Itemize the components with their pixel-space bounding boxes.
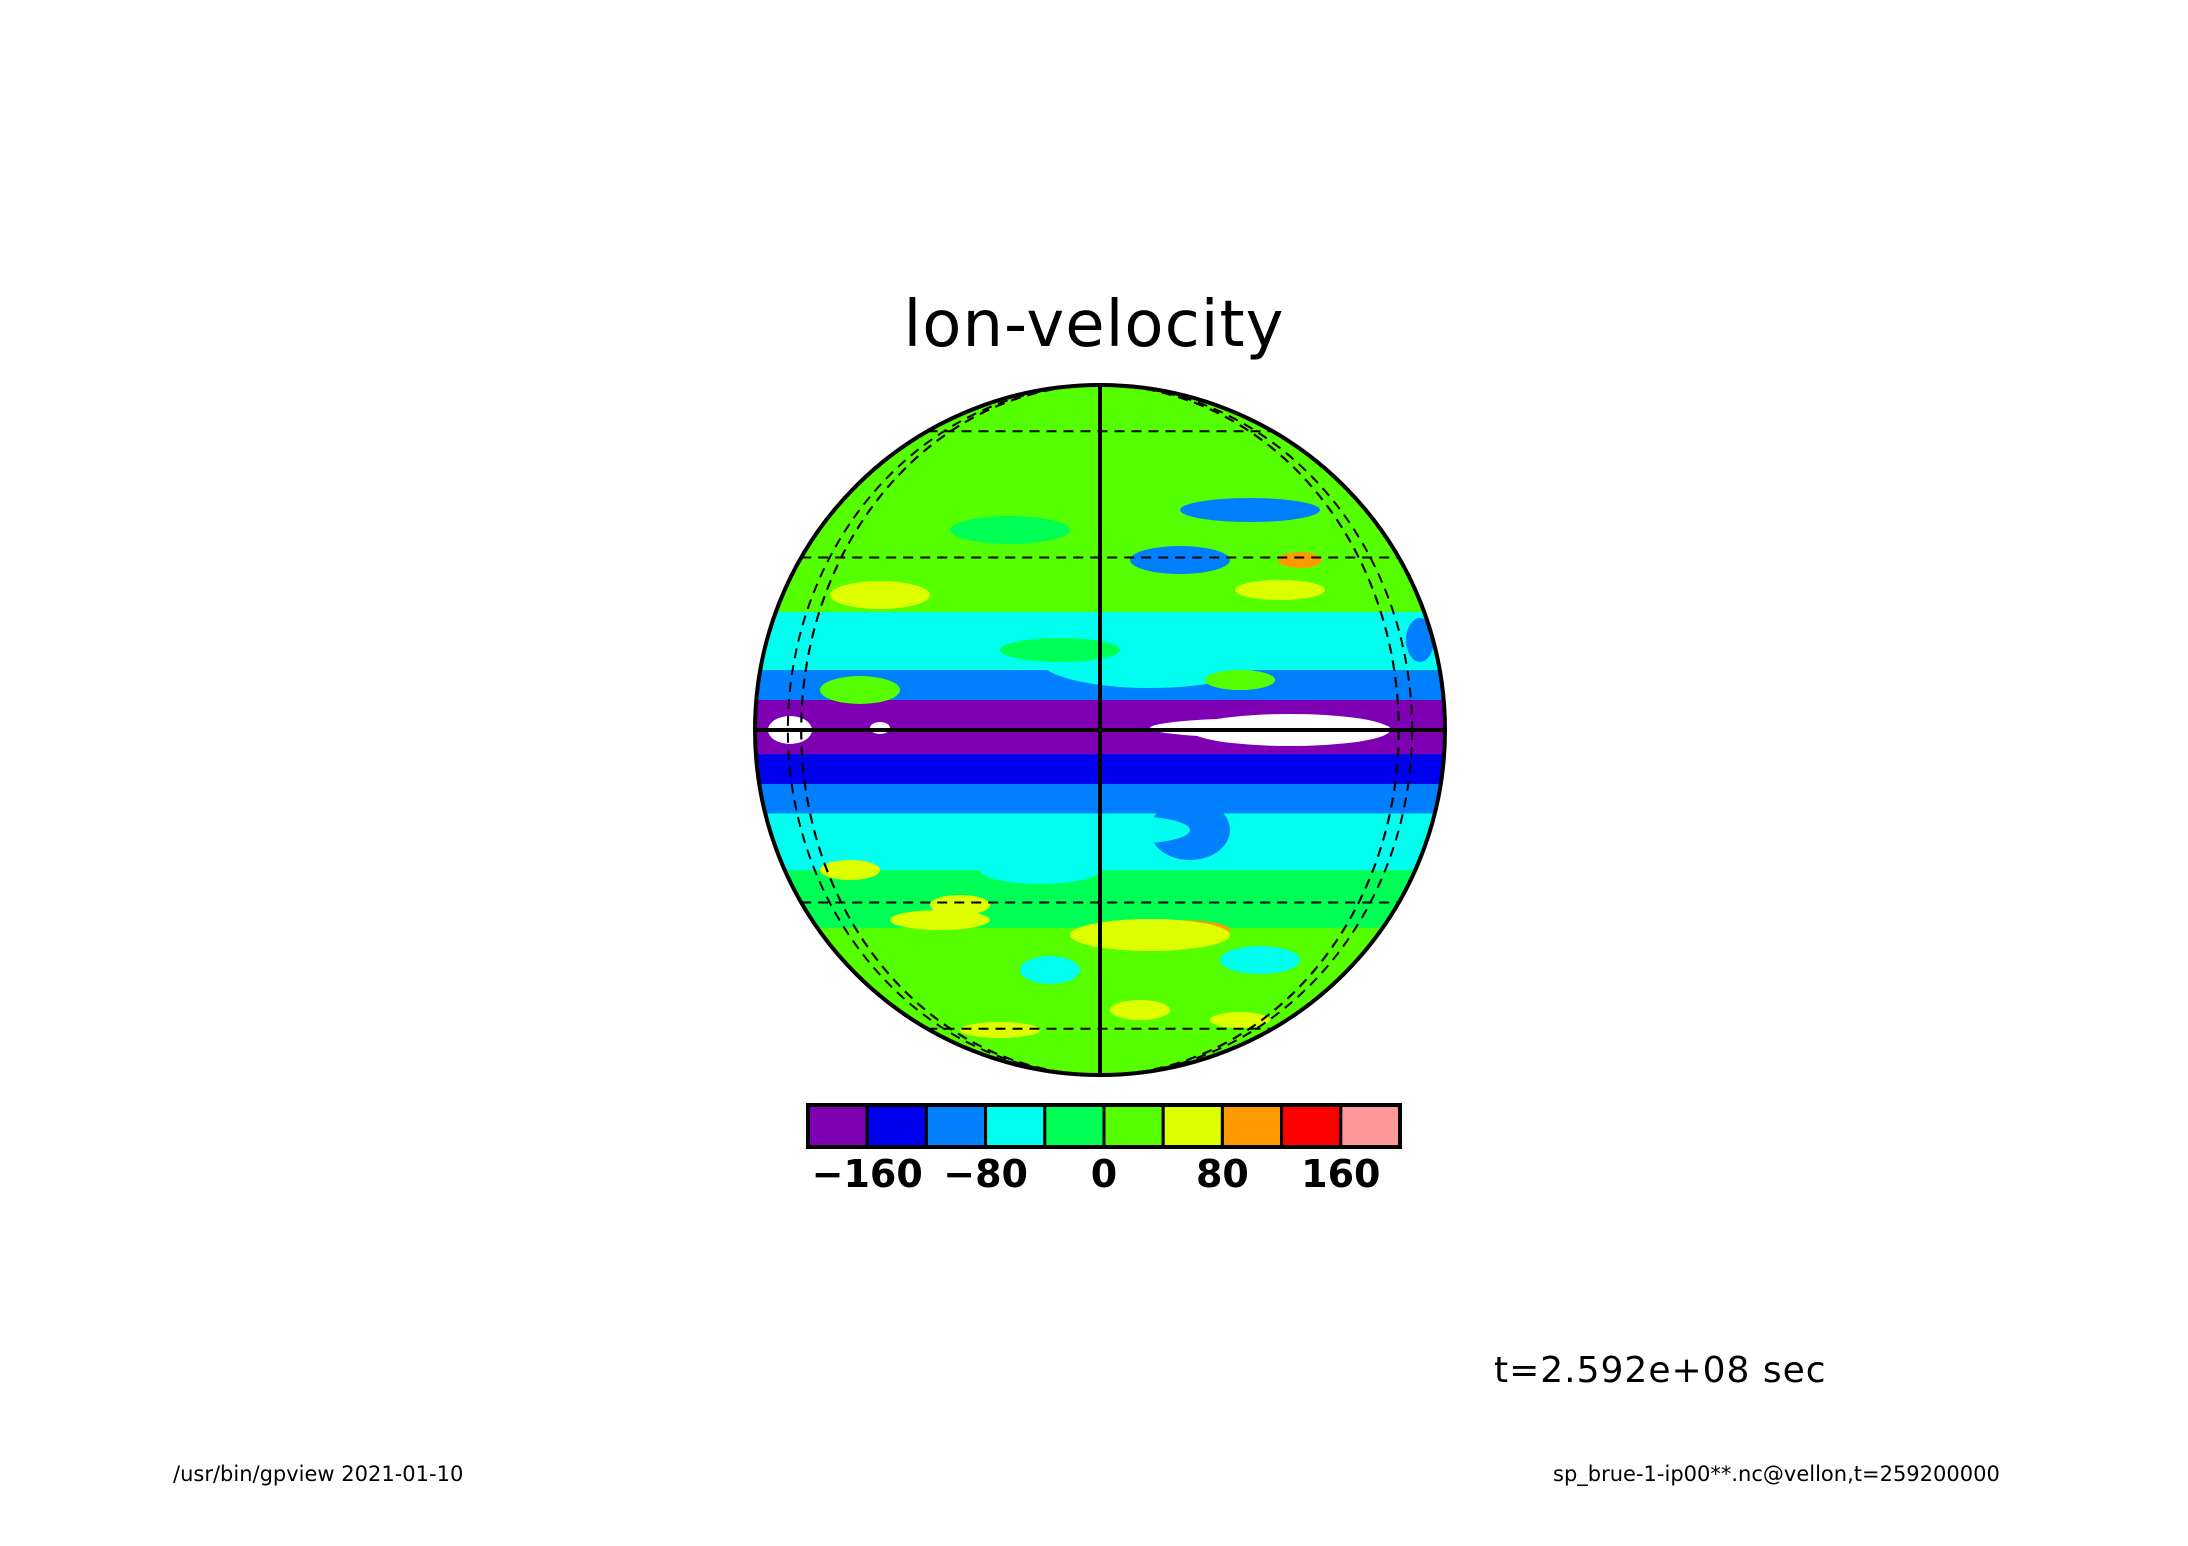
velocity-feature-1: [1180, 498, 1320, 522]
colorbar-cell-8: [1280, 1103, 1343, 1149]
velocity-features: [768, 498, 1434, 1038]
velocity-feature-10: [820, 676, 900, 704]
colorbar-cell-1: [865, 1103, 928, 1149]
colorbar-cell-5: [1102, 1103, 1165, 1149]
colorbar-cell-6: [1161, 1103, 1224, 1149]
velocity-feature-27: [960, 1022, 1040, 1038]
colorbar-tick-label: −160: [811, 1152, 923, 1196]
colorbar: [806, 1103, 1402, 1149]
footer-right: sp_brue-1-ip00**.nc@vellon,t=259200000: [1553, 1462, 2000, 1486]
velocity-feature-4: [1235, 580, 1325, 600]
chart-title: lon-velocity: [903, 288, 1285, 362]
velocity-feature-17: [1070, 816, 1190, 844]
globe: [755, 385, 1445, 1075]
graticule: [755, 385, 1445, 1075]
velocity-feature-19: [980, 856, 1100, 884]
colorbar-cell-3: [984, 1103, 1047, 1149]
colorbar-outline: [806, 1103, 1402, 1149]
velocity-feature-9: [1205, 670, 1275, 690]
colorbar-tick-label: 80: [1195, 1152, 1249, 1196]
velocity-feature-11: [1000, 638, 1120, 662]
velocity-feature-2: [1130, 546, 1230, 574]
velocity-feature-0: [950, 516, 1070, 544]
colorbar-cell-0: [806, 1103, 869, 1149]
colorbar-cell-2: [924, 1103, 988, 1149]
velocity-feature-20: [930, 895, 990, 915]
velocity-feature-7: [810, 620, 990, 660]
velocity-feature-5: [1278, 552, 1322, 568]
velocity-feature-26: [1110, 1000, 1170, 1020]
colorbar-tick-label: 0: [1090, 1152, 1118, 1196]
globe-outline: [753, 383, 1447, 1077]
velocity-feature-24: [1020, 956, 1080, 984]
footer-left: /usr/bin/gpview 2021-01-10: [173, 1462, 464, 1486]
colorbar-cell-4: [1043, 1103, 1106, 1149]
velocity-feature-25: [1220, 946, 1300, 974]
velocity-feature-3: [830, 581, 930, 609]
velocity-feature-18: [830, 834, 930, 866]
colorbar-tick-label: −80: [943, 1152, 1028, 1196]
time-label: t=2.592e+08 sec: [1494, 1350, 1827, 1391]
velocity-feature-29: [820, 860, 880, 880]
colorbar-tick-label: 160: [1301, 1152, 1381, 1196]
colorbar-cell-7: [1220, 1103, 1284, 1149]
velocity-feature-8: [1406, 618, 1434, 662]
velocity-feature-23: [890, 910, 990, 930]
velocity-feature-22: [1070, 919, 1230, 951]
colorbar-cell-9: [1339, 1103, 1402, 1149]
